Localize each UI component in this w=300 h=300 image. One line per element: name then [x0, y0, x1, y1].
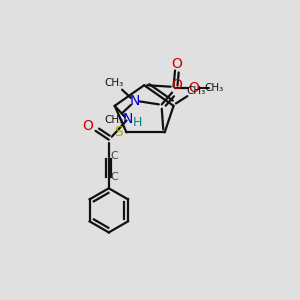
- Text: CH₃: CH₃: [187, 86, 206, 96]
- Text: O: O: [189, 81, 200, 94]
- Text: N: N: [123, 112, 133, 126]
- Text: C: C: [111, 152, 119, 161]
- Text: O: O: [171, 57, 182, 71]
- Text: H: H: [133, 116, 142, 129]
- Text: CH₃: CH₃: [104, 78, 123, 88]
- Text: CH₃: CH₃: [104, 115, 123, 125]
- Text: CH₃: CH₃: [204, 82, 224, 93]
- Text: O: O: [171, 78, 182, 92]
- Text: O: O: [82, 119, 93, 133]
- Text: N: N: [130, 94, 140, 107]
- Text: S: S: [114, 125, 123, 139]
- Text: C: C: [111, 172, 119, 182]
